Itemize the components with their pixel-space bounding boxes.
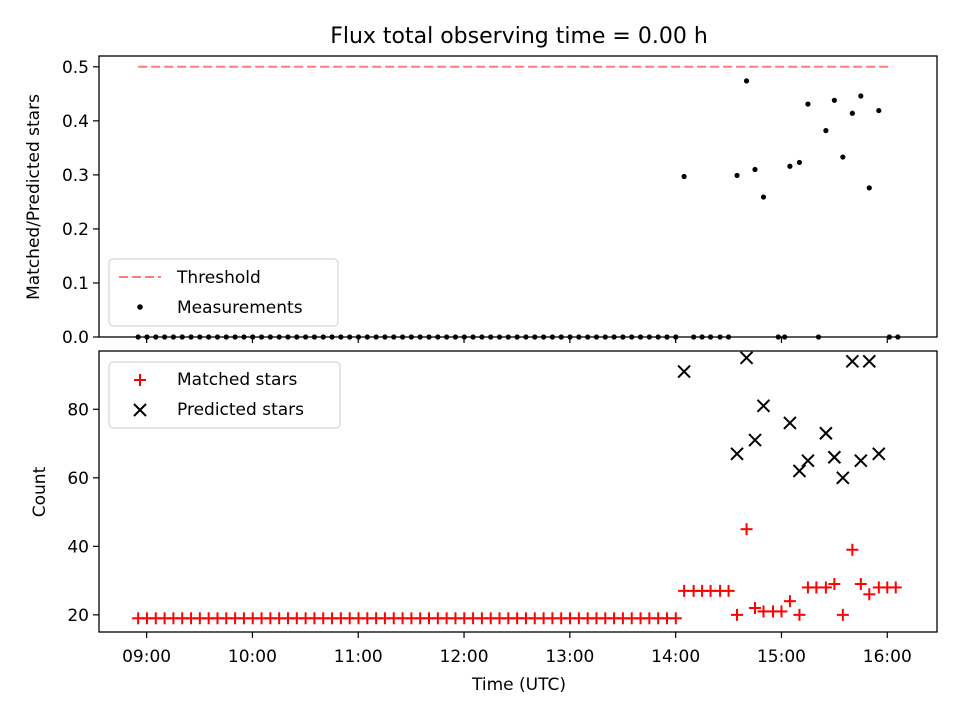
top-y-tick-label: 0.5 bbox=[62, 58, 89, 78]
predicted-stars-point bbox=[801, 453, 815, 468]
bottom-x-axis: 09:00 10:00 11:00 12:00 13:00 14:00 15:00 16:00 bbox=[122, 632, 912, 667]
top-y-tick-label: 0.3 bbox=[62, 166, 89, 186]
matched-stars-point bbox=[731, 608, 744, 621]
predicted-stars-point bbox=[836, 471, 850, 485]
predicted-stars-point bbox=[739, 351, 754, 365]
predicted-stars-point bbox=[792, 464, 807, 478]
predicted-stars-point bbox=[756, 399, 771, 413]
bottom-y-axis: 20 40 60 80 bbox=[67, 400, 99, 626]
measurements-legend-label: Measurements bbox=[177, 298, 303, 318]
bottom-y-tick-label: 40 bbox=[67, 537, 89, 557]
matched-stars-point bbox=[749, 602, 762, 615]
top-legend: Threshold Measurements bbox=[108, 258, 339, 327]
x-axis-label: Time (UTC) bbox=[471, 675, 566, 695]
top-panel: 0.0 0.1 0.2 0.3 0.4 0.5 Matched/Predicted sta… bbox=[24, 55, 938, 348]
matched-stars-point bbox=[846, 543, 859, 556]
top-axes-frame bbox=[98, 55, 938, 338]
top-y-tick-label: 0.1 bbox=[62, 274, 89, 294]
matched-stars-point bbox=[775, 605, 788, 618]
top-y-axis-label: Matched/Predicted stars bbox=[24, 94, 44, 300]
measurement-point bbox=[805, 101, 811, 107]
predicted-stars-point bbox=[677, 364, 691, 379]
x-tick-label: 16:00 bbox=[863, 647, 912, 667]
measurement-point bbox=[866, 185, 872, 191]
measurement-point bbox=[787, 163, 793, 169]
matched-stars-point bbox=[854, 578, 867, 591]
matched-stars-point bbox=[889, 581, 902, 594]
bottom-y-tick-label: 60 bbox=[67, 469, 89, 489]
matched-stars-point bbox=[836, 608, 849, 621]
predicted-stars-point bbox=[845, 354, 860, 368]
top-x-ticks bbox=[146, 337, 888, 343]
predicted-stars-point bbox=[748, 433, 762, 447]
x-tick-label: 13:00 bbox=[545, 647, 594, 667]
top-y-axis: 0.0 0.1 0.2 0.3 0.4 0.5 bbox=[62, 58, 99, 348]
bottom-legend-box bbox=[108, 361, 341, 429]
measurement-point bbox=[752, 166, 758, 173]
bottom-y-tick-label: 20 bbox=[67, 606, 89, 626]
bottom-legend: Matched stars Predicted stars bbox=[108, 361, 341, 429]
x-tick-label: 14:00 bbox=[651, 647, 700, 667]
x-tick-label: 10:00 bbox=[228, 647, 277, 667]
predicted-stars-legend-swatch bbox=[133, 403, 147, 417]
matched-stars-point bbox=[669, 612, 682, 625]
measurement-point bbox=[849, 110, 855, 116]
x-tick-label: 15:00 bbox=[757, 647, 806, 667]
x-tick-label: 12:00 bbox=[440, 647, 489, 667]
matched-stars-point bbox=[828, 578, 841, 591]
matched-stars-legend-swatch bbox=[134, 374, 146, 386]
measurement-point bbox=[876, 107, 882, 114]
predicted-stars-point bbox=[730, 447, 744, 461]
measurement-point bbox=[840, 154, 846, 160]
threshold-legend-label: Threshold bbox=[176, 268, 261, 288]
measurement-point bbox=[796, 159, 803, 166]
measurement-point bbox=[823, 127, 829, 134]
top-y-tick-label: 0.0 bbox=[62, 328, 89, 348]
predicted-stars-point bbox=[783, 416, 797, 430]
matched-stars-legend-label: Matched stars bbox=[177, 370, 297, 390]
x-tick-label: 09:00 bbox=[122, 647, 171, 667]
x-tick-label: 11:00 bbox=[334, 647, 383, 667]
measurement-point bbox=[831, 97, 837, 103]
measurement-point bbox=[681, 173, 687, 180]
measurement-point bbox=[743, 78, 750, 84]
matched-stars-point bbox=[819, 581, 832, 594]
top-y-tick-label: 0.4 bbox=[62, 112, 89, 132]
chart-title: Flux total observing time = 0.00 h bbox=[330, 24, 708, 49]
matched-stars-point bbox=[863, 588, 876, 601]
predicted-stars-point bbox=[872, 447, 886, 461]
predicted-stars-point bbox=[854, 453, 868, 468]
bottom-y-tick-label: 80 bbox=[67, 400, 89, 420]
predicted-stars-legend-label: Predicted stars bbox=[177, 400, 304, 420]
bottom-y-axis-label: Count bbox=[30, 466, 50, 517]
measurement-point bbox=[760, 194, 767, 200]
measurements-legend-swatch bbox=[137, 304, 143, 310]
bottom-marks bbox=[132, 351, 902, 625]
matched-stars-point bbox=[722, 584, 735, 597]
top-y-tick-label: 0.2 bbox=[62, 220, 89, 240]
measurement-point bbox=[858, 93, 864, 99]
matched-stars-point bbox=[793, 608, 806, 621]
measurement-point bbox=[734, 172, 740, 179]
predicted-stars-point bbox=[819, 426, 833, 440]
predicted-stars-point bbox=[862, 354, 876, 368]
bottom-panel: 20 40 60 80 09:00 10:00 11:00 12:00 13:00 14:00 1… bbox=[30, 350, 938, 695]
bottom-axes-frame bbox=[98, 350, 938, 633]
top-legend-box bbox=[108, 258, 339, 327]
matched-stars-point bbox=[783, 595, 796, 608]
predicted-stars-point bbox=[827, 450, 842, 464]
matched-stars-point bbox=[740, 523, 753, 536]
